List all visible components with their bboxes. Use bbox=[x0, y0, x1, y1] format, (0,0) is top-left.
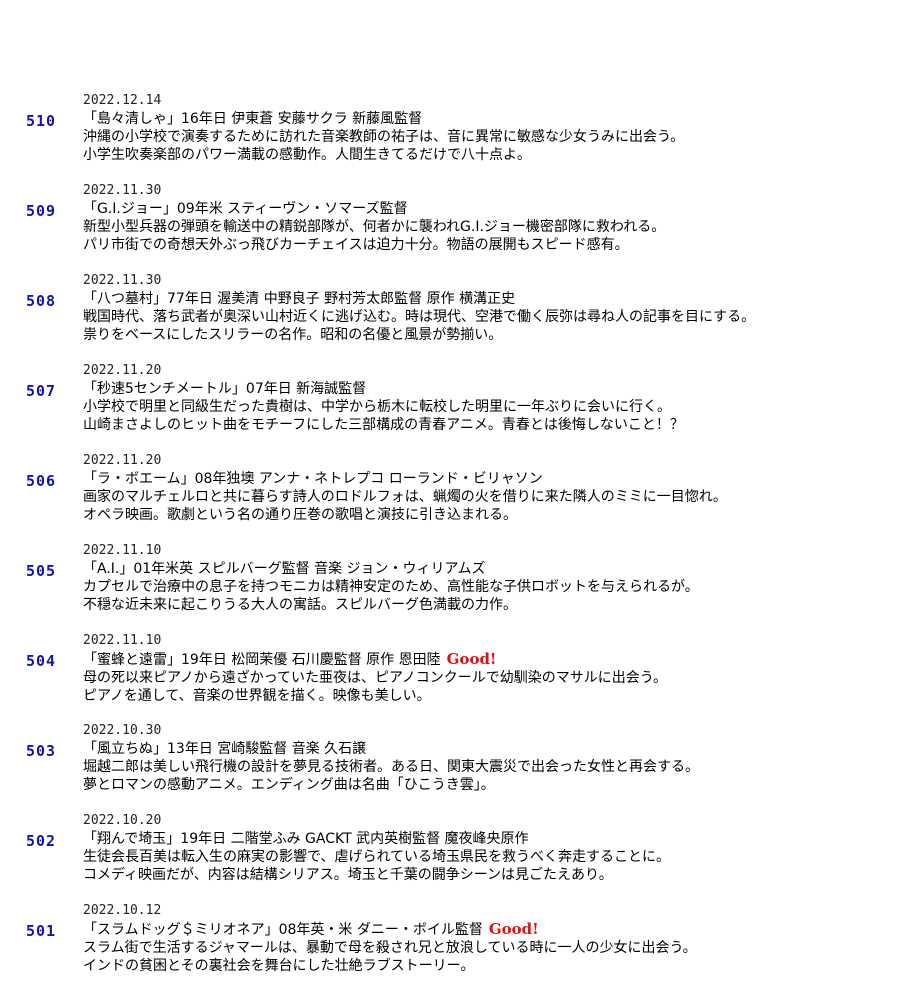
entry-content: 2022.12.14 「島々清しゃ」16年日 伊東蒼 安藤サクラ 新藤風監督 沖… bbox=[83, 92, 892, 164]
entry-title-line: 「秒速5センチメートル」07年日 新海誠監督 bbox=[83, 380, 892, 398]
entry-description-2: オペラ映画。歌劇という名の通り圧巻の歌唱と演技に引き込まれる。 bbox=[83, 507, 517, 523]
entry-title-line: 「翔んで埼玉」19年日 二階堂ふみ GACKT 武内英樹監督 魔夜峰央原作 bbox=[83, 830, 892, 848]
entry-title-line: 「蜜蜂と遠雷」19年日 松岡茉優 石川慶監督 原作 恩田陸 Good! bbox=[83, 650, 892, 669]
entry-description-2: インドの貧困とその裏社会を舞台にした壮絶ラブストーリー。 bbox=[83, 958, 475, 974]
entry-description-1: 新型小型兵器の弾頭を輸送中の精鋭部隊が、何者かに襲われG.I.ジョー機密部隊に救… bbox=[83, 219, 666, 235]
good-badge: Good! bbox=[446, 650, 497, 668]
entry-description-1: スラム街で生活するジャマールは、暴動で母を殺され兄と放浪している時に一人の少女に… bbox=[83, 940, 697, 956]
entry-number: 504 bbox=[26, 652, 57, 670]
entry-content: 2022.11.20 「ラ・ボエーム」08年独墺 アンナ・ネトレプコ ローランド… bbox=[83, 452, 892, 524]
entry-title: 「A.I.」01年米英 スピルバーグ監督 音楽 ジョン・ウィリアムズ bbox=[83, 561, 486, 577]
entry-title-line: 「A.I.」01年米英 スピルバーグ監督 音楽 ジョン・ウィリアムズ bbox=[83, 560, 892, 578]
entry-number: 507 bbox=[26, 382, 57, 400]
entry-description-1: 母の死以来ピアノから遠ざかっていた亜夜は、ピアノコンクールで幼馴染のマサルに出会… bbox=[83, 670, 667, 686]
review-entry: 508 2022.11.30 「八つ墓村」77年日 渥美清 中野良子 野村芳太郎… bbox=[0, 272, 900, 362]
review-entry: 506 2022.11.20 「ラ・ボエーム」08年独墺 アンナ・ネトレプコ ロ… bbox=[0, 452, 900, 542]
entry-description-1: 生徒会長百美は転入生の麻実の影響で、虐げられている埼玉県民を救うべく奔走すること… bbox=[83, 849, 671, 865]
entry-description-1: 画家のマルチェルロと共に暮らす詩人のロドルフォは、蝋燭の火を借りに来た隣人のミミ… bbox=[83, 489, 727, 505]
entry-date: 2022.11.30 bbox=[83, 183, 162, 198]
entry-description-2: パリ市街での奇想天外ぶっ飛びカーチェイスは迫力十分。物語の展開もスピード感有。 bbox=[83, 237, 629, 253]
good-badge: Good! bbox=[488, 920, 539, 938]
entry-description-2: コメディ映画だが、内容は結構シリアス。埼玉と千葉の闘争シーンは見ごたえあり。 bbox=[83, 867, 613, 883]
entry-description-2: 祟りをベースにしたスリラーの名作。昭和の名優と風景が勢揃い。 bbox=[83, 327, 503, 343]
entry-title: 「風立ちぬ」13年日 宮崎駿監督 音楽 久石譲 bbox=[83, 741, 367, 757]
entry-content: 2022.11.30 「G.I.ジョー」09年米 スティーヴン・ソマーズ監督 新… bbox=[83, 182, 892, 254]
entry-date: 2022.11.20 bbox=[83, 453, 162, 468]
entry-description-2: 山崎まさよしのヒット曲をモチーフにした三部構成の青春アニメ。青春とは後悔しないこ… bbox=[83, 417, 684, 433]
entry-number: 508 bbox=[26, 292, 57, 310]
entry-number: 509 bbox=[26, 202, 57, 220]
entry-content: 2022.10.20 「翔んで埼玉」19年日 二階堂ふみ GACKT 武内英樹監… bbox=[83, 812, 892, 884]
entry-description-1: 小学校で明里と同級生だった貴樹は、中学から栃木に転校した明里に一年ぶりに会いに行… bbox=[83, 399, 671, 415]
entry-title-line: 「島々清しゃ」16年日 伊東蒼 安藤サクラ 新藤風監督 bbox=[83, 110, 892, 128]
entry-description-1: 堀越二郎は美しい飛行機の設計を夢見る技術者。ある日、関東大震災で出会った女性と再… bbox=[83, 759, 699, 775]
entry-title: 「島々清しゃ」16年日 伊東蒼 安藤サクラ 新藤風監督 bbox=[83, 111, 423, 127]
review-entry: 503 2022.10.30 「風立ちぬ」13年日 宮崎駿監督 音楽 久石譲 堀… bbox=[0, 722, 900, 812]
entry-description-2: 不穏な近未来に起こりうる大人の寓話。スピルバーグ色満載の力作。 bbox=[83, 597, 517, 613]
entry-title-line: 「G.I.ジョー」09年米 スティーヴン・ソマーズ監督 bbox=[83, 200, 892, 218]
entry-number: 503 bbox=[26, 742, 57, 760]
entry-title-line: 「スラムドッグ＄ミリオネア」08年英・米 ダニー・ボイル監督 Good! bbox=[83, 920, 892, 939]
movie-review-list: 510 2022.12.14 「島々清しゃ」16年日 伊東蒼 安藤サクラ 新藤風… bbox=[0, 92, 900, 992]
entry-content: 2022.11.10 「A.I.」01年米英 スピルバーグ監督 音楽 ジョン・ウ… bbox=[83, 542, 892, 614]
entry-number: 506 bbox=[26, 472, 57, 490]
entry-date: 2022.11.20 bbox=[83, 363, 162, 378]
entry-description-2: ピアノを通して、音楽の世界観を描く。映像も美しい。 bbox=[83, 688, 431, 704]
entry-content: 2022.11.20 「秒速5センチメートル」07年日 新海誠監督 小学校で明里… bbox=[83, 362, 892, 434]
entry-title: 「翔んで埼玉」19年日 二階堂ふみ GACKT 武内英樹監督 魔夜峰央原作 bbox=[83, 831, 529, 847]
entry-description-2: 小学生吹奏楽部のパワー満載の感動作。人間生きてるだけで八十点よ。 bbox=[83, 147, 531, 163]
entry-number: 501 bbox=[26, 922, 57, 940]
entry-title: 「ラ・ボエーム」08年独墺 アンナ・ネトレプコ ローランド・ビリャソン bbox=[83, 471, 543, 487]
entry-content: 2022.11.30 「八つ墓村」77年日 渥美清 中野良子 野村芳太郎監督 原… bbox=[83, 272, 892, 344]
entry-number: 510 bbox=[26, 112, 57, 130]
entry-title: 「蜜蜂と遠雷」19年日 松岡茉優 石川慶監督 原作 恩田陸 bbox=[83, 652, 441, 668]
entry-title: 「G.I.ジョー」09年米 スティーヴン・ソマーズ監督 bbox=[83, 201, 408, 217]
entry-date: 2022.11.10 bbox=[83, 633, 162, 648]
entry-title: 「秒速5センチメートル」07年日 新海誠監督 bbox=[83, 381, 367, 397]
entry-date: 2022.12.14 bbox=[83, 93, 162, 108]
entry-content: 2022.11.10 「蜜蜂と遠雷」19年日 松岡茉優 石川慶監督 原作 恩田陸… bbox=[83, 632, 892, 705]
entry-title-line: 「ラ・ボエーム」08年独墺 アンナ・ネトレプコ ローランド・ビリャソン bbox=[83, 470, 892, 488]
entry-content: 2022.10.30 「風立ちぬ」13年日 宮崎駿監督 音楽 久石譲 堀越二郎は… bbox=[83, 722, 892, 794]
review-entry: 504 2022.11.10 「蜜蜂と遠雷」19年日 松岡茉優 石川慶監督 原作… bbox=[0, 632, 900, 722]
entry-description-1: カプセルで治療中の息子を持つモニカは精神安定のため、高性能な子供ロボットを与えら… bbox=[83, 579, 699, 595]
review-entry: 510 2022.12.14 「島々清しゃ」16年日 伊東蒼 安藤サクラ 新藤風… bbox=[0, 92, 900, 182]
entry-title: 「スラムドッグ＄ミリオネア」08年英・米 ダニー・ボイル監督 bbox=[83, 922, 483, 938]
entry-number: 502 bbox=[26, 832, 57, 850]
entry-description-1: 沖縄の小学校で演奏するために訪れた音楽教師の祐子は、音に異常に敏感な少女うみに出… bbox=[83, 129, 685, 145]
entry-date: 2022.10.30 bbox=[83, 723, 162, 738]
entry-date: 2022.10.12 bbox=[83, 903, 162, 918]
review-entry: 509 2022.11.30 「G.I.ジョー」09年米 スティーヴン・ソマーズ… bbox=[0, 182, 900, 272]
entry-title-line: 「風立ちぬ」13年日 宮崎駿監督 音楽 久石譲 bbox=[83, 740, 892, 758]
entry-date: 2022.10.20 bbox=[83, 813, 162, 828]
entry-description-1: 戦国時代、落ち武者が奥深い山村近くに逃げ込む。時は現代、空港で働く辰弥は尋ね人の… bbox=[83, 309, 756, 325]
entry-content: 2022.10.12 「スラムドッグ＄ミリオネア」08年英・米 ダニー・ボイル監… bbox=[83, 902, 892, 975]
entry-date: 2022.11.30 bbox=[83, 273, 162, 288]
review-entry: 507 2022.11.20 「秒速5センチメートル」07年日 新海誠監督 小学… bbox=[0, 362, 900, 452]
entry-title-line: 「八つ墓村」77年日 渥美清 中野良子 野村芳太郎監督 原作 横溝正史 bbox=[83, 290, 892, 308]
entry-number: 505 bbox=[26, 562, 57, 580]
review-entry: 501 2022.10.12 「スラムドッグ＄ミリオネア」08年英・米 ダニー・… bbox=[0, 902, 900, 992]
entry-date: 2022.11.10 bbox=[83, 543, 162, 558]
review-entry: 505 2022.11.10 「A.I.」01年米英 スピルバーグ監督 音楽 ジ… bbox=[0, 542, 900, 632]
entry-title: 「八つ墓村」77年日 渥美清 中野良子 野村芳太郎監督 原作 横溝正史 bbox=[83, 291, 516, 307]
entry-description-2: 夢とロマンの感動アニメ。エンディング曲は名曲「ひこうき雲」。 bbox=[83, 777, 495, 793]
review-entry: 502 2022.10.20 「翔んで埼玉」19年日 二階堂ふみ GACKT 武… bbox=[0, 812, 900, 902]
